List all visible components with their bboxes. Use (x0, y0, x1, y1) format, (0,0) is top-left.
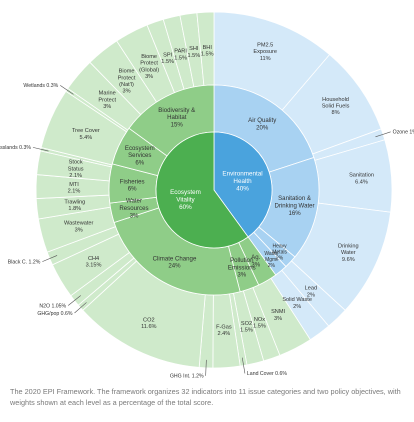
indicator-label-sanitation: Sanitation 6.4% (349, 173, 374, 186)
objective-label-environmental-health: Environmental Health 40% (222, 170, 262, 192)
indicator-label-wetlands: Wetlands 0.3% (23, 83, 58, 89)
indicator-label-n2o: N2O 1.05% (39, 303, 66, 309)
category-label-pollution-emissions: Pollution Emissions 3% (228, 257, 256, 279)
epi-framework-sunburst: Environmental Health 40% Ecosystem Vitality 6… (0, 11, 414, 380)
indicator-label-so2: SO2 1.5% (240, 321, 253, 334)
indicator-label-ghg-pop: GHG/pop 0.6% (37, 311, 73, 317)
leader-line (375, 131, 391, 138)
segment-labels: Environmental Health 40% Ecosystem Vitality 6… (0, 42, 414, 379)
category-label-air-quality: Air Quality 20% (248, 117, 277, 131)
objective-ecosystem-vitality (155, 131, 249, 249)
category-label-ag: Ag. 3% (251, 254, 261, 268)
leader-line (67, 295, 81, 306)
indicator-label-wastewater: Wastewater 3% (64, 221, 93, 234)
indicator-label-shi: SHI 1.5% (187, 46, 200, 59)
indicator-label-ozone: Ozone 1% (393, 130, 414, 136)
indicator-label-biome-protect-nat-l: Biome Protect (Nat'l) 3% (118, 69, 136, 95)
category-label-heavy-metals: Heavy Metals 2% (272, 243, 287, 261)
category-label-water-resources: Water Resources 3% (119, 198, 148, 220)
indicator-label-land-cover: Land Cover 0.6% (247, 371, 287, 377)
indicator-label-lead: Lead 2% (305, 286, 317, 299)
indicator-label-black-c: Black C. 1.2% (8, 259, 41, 265)
indicator-label-biome-protect-global: Biome Protect (Global) 3% (139, 54, 159, 80)
objective-label-ecosystem-vitality: Ecosystem Vitality 60% (170, 189, 201, 211)
leader-line (60, 85, 74, 95)
category-label-climate-change: Climate Change 24% (153, 255, 197, 269)
indicator-label-stock-status: Stock Status 2.1% (68, 160, 84, 179)
indicator-label-tree-cover: Tree Cover 5.4% (72, 128, 100, 141)
indicator-label-marine-protect: Marine Protect 3% (98, 91, 116, 110)
indicator-label-bhi: BHI 1.5% (201, 45, 214, 58)
issue-category-ring (108, 84, 320, 296)
category-label-ecosystem-services: Ecosystem Services 6% (125, 145, 155, 167)
objective-environmental-health (213, 131, 273, 238)
category-label-biodiversity-habitat: Biodiversity & Habitat 15% (158, 107, 195, 129)
figure-caption: The 2020 EPI Framework. The framework or… (10, 387, 401, 407)
leader-line (74, 302, 87, 314)
leader-line (42, 255, 58, 262)
indicator-label-drinking-water: Drinking Water 9.6% (338, 243, 359, 262)
policy-objective-ring (155, 131, 273, 249)
leader-line (32, 147, 49, 152)
leader-line (241, 357, 246, 374)
indicator-label-household-solid-fuels: Household Solid Fuels 8% (322, 97, 350, 116)
indicator-label-ch4: CH4 3.15% (86, 256, 102, 269)
indicator-label-pm2-5-exposure: PM2.5 Exposure 11% (253, 42, 277, 61)
indicator-label-ghg-int: GHG Int. 1.2% (170, 374, 204, 380)
indicator-label-pari: PARI 1.5% (174, 49, 187, 62)
indicator-label-f-gas: F-Gas 2.4% (216, 324, 232, 337)
indicator-label-co2: CO2 11.6% (141, 317, 156, 330)
indicator-label-solid-waste: Solid Waste 2% (282, 297, 312, 310)
indicator-label-trawling: Trawling 1.8% (64, 199, 85, 212)
indicator-label-nox: NOx 1.5% (253, 317, 266, 330)
indicator-label-mti: MTI 2.1% (68, 182, 81, 195)
indicator-label-grasslands: Grasslands 0.3% (0, 145, 31, 151)
leader-line (205, 359, 207, 376)
category-label-sanitation-drinking-water: Sanitation & Drinking Water 16% (275, 195, 315, 217)
indicator-label-spi: SPI 1.5% (161, 52, 174, 65)
category-label-fisheries: Fisheries 6% (120, 178, 145, 192)
category-label-waste-mgmt: Waste Mgmt 2% (264, 251, 278, 269)
indicator-ring (35, 11, 393, 369)
indicator-label-snmi: SNMI 3% (271, 309, 285, 322)
